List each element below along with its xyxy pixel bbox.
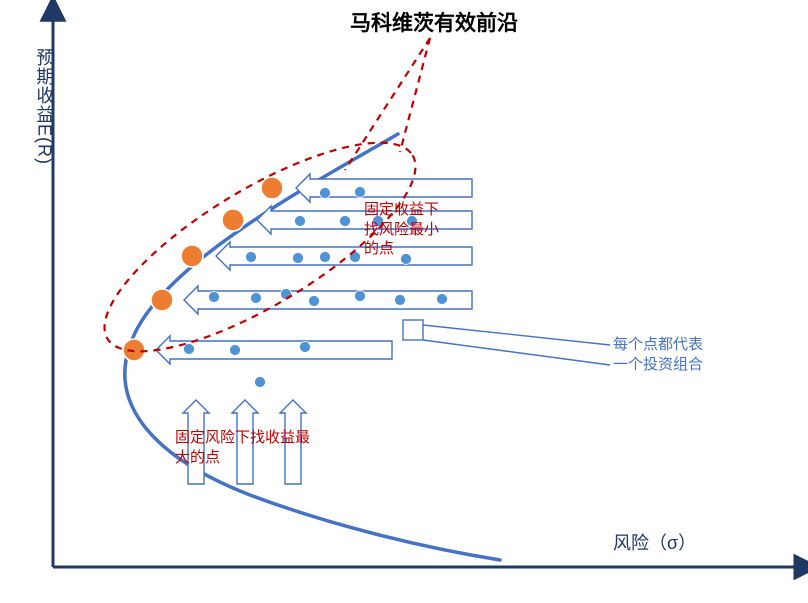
annotation-fixed-return: 固定收益下 找风险最小 的点: [364, 200, 439, 259]
title-leader-lines: [345, 38, 430, 170]
diagram-canvas: 马科维茨有效前沿 预期收益E(R) 风险（σ） 固定收益下 找风险最小 的点 固…: [0, 0, 808, 603]
x-axis-label: 风险（σ）: [613, 532, 696, 555]
chart-title: 马科维茨有效前沿: [350, 10, 518, 37]
annotation-each-point: 每个点都代表 一个投资组合: [613, 335, 703, 374]
annotation-fixed-risk: 固定风险下找收益最 大的点: [175, 428, 310, 467]
plot-svg: [0, 0, 808, 603]
y-axis-label: 预期收益E(R): [32, 48, 55, 165]
scatter-callout: [403, 320, 610, 365]
efficient-points: [123, 177, 283, 361]
